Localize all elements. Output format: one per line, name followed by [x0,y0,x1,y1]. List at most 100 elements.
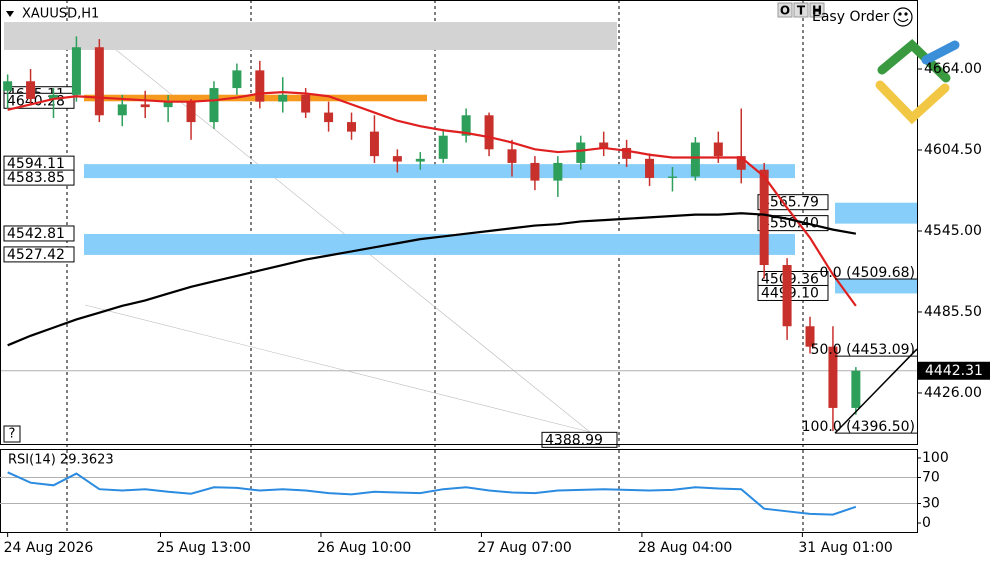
candle-body [599,142,609,148]
zone-label-box [757,284,829,301]
button[interactable] [777,2,793,18]
candle-body [3,81,13,91]
candle-body [26,81,36,99]
candle-body [163,101,173,108]
y-tick-label: 4664.00 [924,61,982,77]
candle-body [576,142,586,163]
candle-body [507,149,517,163]
rsi-tick-label: 70 [922,469,940,485]
candle-body [415,158,425,162]
candle-body [713,142,723,157]
candle-body [324,112,334,123]
zone [835,279,917,294]
zone-label: 4527.42 [7,247,65,263]
last-price-label: 4442.31 [925,363,983,379]
help-box[interactable] [3,425,21,443]
help-label[interactable]: ? [9,427,16,442]
zone-label-box [3,169,75,186]
x-tick-label: 28 Aug 04:00 [638,540,732,556]
zone-label: 4565.79 [761,195,819,211]
x-tick-label: 25 Aug 13:00 [156,540,250,556]
y-tick-label: 4485.50 [924,304,982,320]
candle-body [392,156,402,162]
candle-body [828,346,838,408]
rsi-line [7,471,857,516]
zone [84,164,795,179]
smiley [893,7,913,27]
candle-body [782,265,792,327]
rsi-frame [0,449,918,533]
candle-body [186,101,196,123]
candle-body [851,370,861,408]
candle-body [438,135,448,159]
rsi-tick-label: 100 [922,450,949,466]
low-marker-box [541,431,618,448]
button-label[interactable]: H [812,4,822,18]
fib-trend [834,348,918,434]
symbol-title: XAUUSD,H1 [22,7,99,22]
buttons[interactable]: O T H [777,2,825,18]
day-separators [66,0,804,532]
candle-body [645,158,655,178]
fib-label: 50.0 (4453.09) [811,342,915,358]
zone [4,22,617,50]
button[interactable] [793,2,809,18]
candle-body [622,147,632,159]
main-frame [0,0,918,445]
zone [84,233,795,255]
candle-body [369,131,379,157]
moving-average [7,212,857,347]
candle-body [255,70,265,102]
low-marker-label: 4388.99 [545,432,603,448]
zone-label-box [757,194,829,211]
candle-body [484,115,494,150]
candle-body [736,156,746,170]
fib-label: 0.0 (4509.68) [819,265,915,281]
candle-body [690,142,700,177]
trend-line [84,304,591,433]
fib-label: 100.0 (4396.50) [802,419,915,435]
candle-body [667,176,677,178]
rsi-label: RSI(14) 29.3623 [8,453,114,468]
candle-body [48,94,58,99]
rsi-tick-label: 30 [922,496,940,512]
candle-body [278,94,288,102]
candle-body [117,104,127,116]
menu-arrow[interactable] [6,11,14,17]
candle-body [759,169,769,266]
candle-body [805,326,815,347]
candle-body [530,162,540,181]
zone [835,202,917,224]
easy-order[interactable]: Easy Order [812,9,889,25]
y-tick-label: 4426.00 [924,385,982,401]
candle-body [209,88,219,123]
y-tick-label: 4604.50 [924,142,982,158]
logo [875,38,960,125]
x-tick-label: 26 Aug 10:00 [317,540,411,556]
zone-label: 4583.85 [7,170,65,186]
candle-body [461,115,471,136]
button-label[interactable]: O [780,4,790,18]
last-price-box [918,361,990,380]
candle-body [301,94,311,113]
zone-label-box [3,246,75,263]
candle-body [94,47,104,116]
candle-body [140,104,150,108]
x-tick-label: 27 Aug 07:00 [477,540,571,556]
zone-label: 4550.40 [761,216,819,232]
candle-body [232,70,242,89]
x-tick-label: 31 Aug 01:00 [798,540,892,556]
x-tick-label: 24 Aug 2026 [4,540,94,556]
candle-body [347,122,357,132]
moving-average [7,91,857,307]
button[interactable] [809,2,825,18]
rsi-tick-label: 0 [922,515,931,531]
zone-label: 4594.11 [7,156,65,172]
zone-label-box [3,225,75,242]
zone-label: 4542.81 [7,226,65,242]
candle-body [71,47,81,95]
button-label[interactable]: T [797,4,806,18]
candle-body [553,162,563,181]
